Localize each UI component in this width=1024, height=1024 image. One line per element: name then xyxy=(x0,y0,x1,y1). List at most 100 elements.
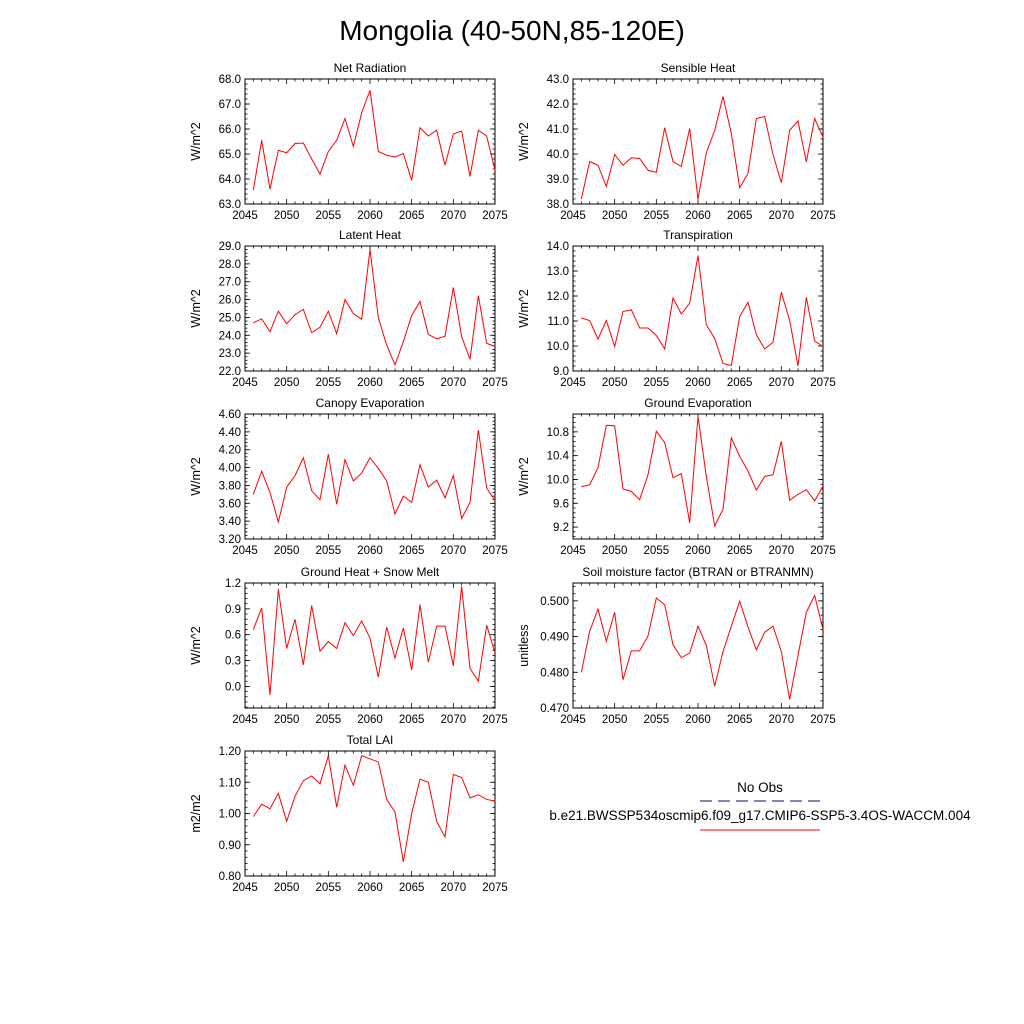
data-point xyxy=(656,431,657,432)
series-line xyxy=(252,755,496,863)
data-point xyxy=(689,128,690,129)
data-point xyxy=(336,807,337,808)
data-point xyxy=(731,133,732,134)
data-point xyxy=(311,775,312,776)
data-point xyxy=(361,112,362,113)
data-point xyxy=(706,476,707,477)
plot-frame xyxy=(244,245,496,372)
data-point xyxy=(697,255,698,256)
y-tick-label: 11.0 xyxy=(547,316,569,328)
data-point xyxy=(386,345,387,346)
data-point xyxy=(344,764,345,765)
data-point xyxy=(294,475,295,476)
x-tick-label: 2045 xyxy=(232,882,258,894)
data-point xyxy=(722,363,723,364)
data-point xyxy=(269,331,270,332)
data-point xyxy=(353,785,354,786)
data-point xyxy=(714,338,715,339)
data-point xyxy=(428,487,429,488)
data-point xyxy=(403,341,404,342)
data-point xyxy=(747,626,748,627)
data-point xyxy=(689,522,690,523)
data-point xyxy=(428,135,429,136)
data-point xyxy=(453,287,454,288)
data-point xyxy=(772,474,773,475)
data-point xyxy=(756,118,757,119)
y-tick-label: 40.0 xyxy=(547,149,569,161)
x-tick-label: 2065 xyxy=(399,714,425,726)
legend: No Obs b.e21.BWSSP534oscmip6.f09_g17.CMI… xyxy=(549,780,971,831)
data-point xyxy=(614,346,615,347)
data-point xyxy=(647,327,648,328)
data-point xyxy=(731,437,732,438)
y-tick-label: 14.0 xyxy=(547,241,569,253)
data-point xyxy=(486,625,487,626)
data-point xyxy=(386,155,387,156)
data-point xyxy=(656,335,657,336)
x-tick-label: 2075 xyxy=(482,882,508,894)
y-tick-label: 3.80 xyxy=(219,480,241,492)
data-point xyxy=(469,797,470,798)
x-tick-label: 2060 xyxy=(357,882,383,894)
data-point xyxy=(453,774,454,775)
x-tick-label: 2045 xyxy=(560,545,586,557)
x-tick-label: 2060 xyxy=(357,545,383,557)
data-point xyxy=(319,783,320,784)
x-tick-label: 2055 xyxy=(316,714,342,726)
data-point xyxy=(319,651,320,652)
data-point xyxy=(606,320,607,321)
x-tick-label: 2055 xyxy=(644,714,670,726)
y-tick-label: 28.0 xyxy=(219,259,241,271)
series-line xyxy=(581,416,824,528)
data-point xyxy=(336,140,337,141)
data-point xyxy=(714,130,715,131)
data-point xyxy=(486,799,487,800)
y-tick-label: 1.2 xyxy=(225,578,241,590)
x-tick-label: 2065 xyxy=(399,882,425,894)
data-point xyxy=(781,441,782,442)
data-point xyxy=(261,318,262,319)
data-point xyxy=(386,626,387,627)
y-tick-label: 43.0 xyxy=(547,74,569,86)
data-point xyxy=(303,780,304,781)
data-point xyxy=(303,309,304,310)
data-point xyxy=(639,158,640,159)
y-tick-label: 3.60 xyxy=(219,498,241,510)
data-point xyxy=(286,487,287,488)
data-point xyxy=(311,158,312,159)
data-point xyxy=(739,316,740,317)
y-tick-label: 0.9 xyxy=(225,604,241,616)
x-tick-label: 2070 xyxy=(441,714,467,726)
data-point xyxy=(261,471,262,472)
page-title: Mongolia (40-50N,85-120E) xyxy=(339,15,685,46)
x-tick-label: 2075 xyxy=(810,210,836,222)
plot-frame xyxy=(572,413,824,540)
data-point xyxy=(419,127,420,128)
data-point xyxy=(319,173,320,174)
y-tick-label: 0.6 xyxy=(225,630,241,642)
data-point xyxy=(419,779,420,780)
data-point xyxy=(747,471,748,472)
data-point xyxy=(436,626,437,627)
data-point xyxy=(361,472,362,473)
legend-model-label: b.e21.BWSSP534oscmip6.f09_g17.CMIP6-SSP5… xyxy=(549,808,971,823)
y-tick-label: 23.0 xyxy=(219,348,241,360)
plot-frame xyxy=(572,245,824,372)
data-point xyxy=(403,861,404,862)
x-tick-label: 2070 xyxy=(441,545,467,557)
y-tick-label: 1.00 xyxy=(219,809,241,821)
y-tick-label: 29.0 xyxy=(219,241,241,253)
panel-3: Latent Heat W/m^2 2045 2050 2055 2060 2065 2070… xyxy=(189,228,508,389)
data-point xyxy=(822,346,823,347)
data-point xyxy=(622,679,623,680)
data-point xyxy=(822,629,823,630)
data-point xyxy=(428,334,429,335)
data-point xyxy=(806,612,807,613)
data-point xyxy=(444,626,445,627)
data-point xyxy=(319,499,320,500)
data-point xyxy=(419,301,420,302)
series-line xyxy=(580,594,824,700)
data-point xyxy=(789,699,790,700)
x-tick-label: 2050 xyxy=(274,714,300,726)
data-point xyxy=(606,186,607,187)
